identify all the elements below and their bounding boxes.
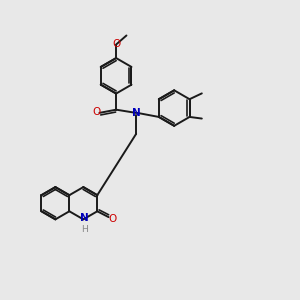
Text: H: H — [81, 224, 88, 233]
Text: N: N — [132, 108, 141, 118]
Text: O: O — [108, 214, 117, 224]
Text: O: O — [92, 107, 100, 117]
Text: O: O — [112, 39, 120, 49]
Text: N: N — [80, 213, 89, 223]
